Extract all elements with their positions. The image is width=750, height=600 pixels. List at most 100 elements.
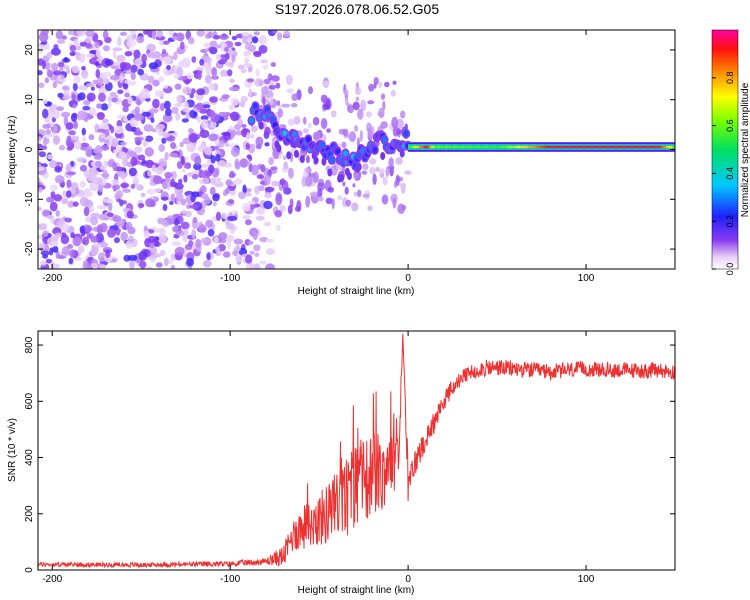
spectrogram-cell [77,245,85,254]
spectrogram-cell [462,145,466,149]
spectrogram-cell [209,96,218,103]
spectrogram-cell [441,145,445,149]
spectrogram-cell [305,136,311,143]
spectrogram-cell [537,145,541,149]
spectrogram-cell [232,250,239,256]
spectrogram-cell [597,145,601,149]
spectrogram-cell [539,145,543,149]
spectrogram-cell [241,123,247,128]
spectrogram-cell [419,145,423,149]
spectrogram-cell [625,145,629,149]
spectrogram-cell [638,145,642,149]
spectrogram-cell [491,145,495,149]
spectrogram-cell [507,145,511,149]
spectrogram-cell [382,100,386,111]
spectrogram-cell [601,145,605,149]
spectrogram-cell [255,215,265,221]
spectrogram-cell [553,145,557,149]
spectrogram-cell [212,194,220,202]
spectrogram-cell [117,89,124,94]
spectrogram-cell [97,184,104,193]
spectrogram-cell [112,184,121,191]
spectrogram-cell [465,145,469,149]
spectrogram-cell [53,44,59,50]
spectrogram-cell [201,119,209,129]
spectrogram-cell [497,145,501,149]
spectrogram-cell [566,145,570,149]
spectrogram-cell [353,172,359,180]
spectrogram-cell [120,170,126,180]
spectrogram-cell [189,204,199,209]
spectrogram-cell [231,35,238,41]
spectrogram-cell [275,82,281,89]
spectrogram-cell [245,192,252,197]
spectrogram-cell [282,130,288,137]
spectrogram-cell [272,30,278,34]
spectrogram-cell [108,202,113,212]
spectrogram-cell [208,133,219,142]
spectrogram-cell [174,182,184,190]
spectrogram-cell [118,151,127,160]
spectrogram-cell [354,87,362,96]
spectrogram-cell [170,264,175,269]
spectrogram-cell [87,148,93,158]
colorbar-tick-label: 0.2 [725,215,735,228]
spectrogram-cell [303,128,309,134]
spectrogram-cell [208,82,216,91]
spectrogram-cell [414,145,418,149]
spectrogram-cell [263,78,272,85]
spectrogram-cell [202,259,212,268]
spectrogram-cell [41,209,51,218]
spectrogram-cell [156,30,164,39]
spectrogram-cell [111,61,121,66]
spectrogram-cell [186,142,196,153]
spectrogram-cell [62,223,69,233]
spectrogram-cell [134,106,140,115]
spectrogram-cell [499,145,503,149]
spectrogram-cell [285,74,293,86]
spectrogram-cell [256,207,265,215]
spectrogram-cell [153,253,162,258]
spectrogram-cell [189,92,194,99]
spectrogram-cell [446,145,450,149]
spectrogram-cell [632,145,636,149]
spectrogram-cell [141,111,151,117]
spectrogram-cell [227,223,235,230]
spectrogram-cell [391,116,399,129]
spectrogram-cell [643,145,647,149]
spectrogram-cell [475,145,479,149]
spectrogram-cell [320,118,328,130]
spectrogram-cell [235,254,243,263]
spectrogram-cell [68,257,74,265]
spectrogram-cell [659,145,663,149]
spectrogram-cell [60,196,69,205]
spectrogram-cell [489,145,493,149]
spectrogram-cell [119,199,124,207]
spectrogram-cell [624,145,628,149]
spectrogram-cell [170,142,177,149]
spectrogram-cell [477,145,480,149]
y-tick-label: -10 [24,192,35,207]
spectrogram-cell [283,155,287,160]
spectrogram-cell [102,247,113,252]
spectrogram-cell [258,121,264,130]
spectrogram-cell [82,105,91,111]
x-tick-label: 100 [578,273,595,284]
spectrogram-cell [166,68,176,75]
spectrogram-cell [195,238,202,248]
spectrogram-cell [163,257,169,267]
snr-x-label: Height of straight line (km) [298,585,415,596]
spectrogram-cell [270,166,278,171]
spectrogram-cell [399,149,405,158]
spectrogram-cell [99,264,107,269]
spectrogram-cell [651,145,655,149]
spectrogram-cell [215,211,222,221]
spectrogram-cell [653,145,657,149]
snr-frame [37,330,676,571]
spectrogram-cell [205,219,214,228]
spectrogram-cell [90,263,99,268]
spectrogram-cell [88,205,95,213]
spectrogram-cell [291,93,299,101]
spectrogram-cell [552,145,556,149]
spectrogram-cell [255,68,260,78]
